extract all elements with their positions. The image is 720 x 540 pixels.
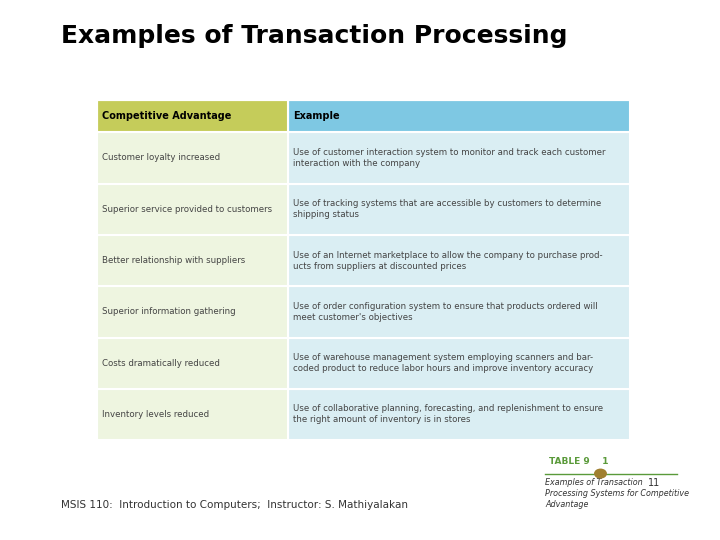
Text: Superior service provided to customers: Superior service provided to customers: [102, 205, 272, 214]
Text: Costs dramatically reduced: Costs dramatically reduced: [102, 359, 220, 368]
Text: Customer loyalty increased: Customer loyalty increased: [102, 153, 220, 163]
Text: TABLE 9    1: TABLE 9 1: [549, 457, 608, 466]
Text: Use of tracking systems that are accessible by customers to determine
shipping s: Use of tracking systems that are accessi…: [293, 199, 601, 219]
Text: Use of order configuration system to ensure that products ordered will
meet cust: Use of order configuration system to ens…: [293, 302, 598, 322]
Text: Use of customer interaction system to monitor and track each customer
interactio: Use of customer interaction system to mo…: [293, 148, 606, 168]
Text: Use of warehouse management system employing scanners and bar-
coded product to : Use of warehouse management system emplo…: [293, 353, 593, 373]
Text: Examples of Transaction
Processing Systems for Competitive
Advantage: Examples of Transaction Processing Syste…: [545, 478, 689, 509]
Text: Better relationship with suppliers: Better relationship with suppliers: [102, 256, 246, 265]
Text: Use of collaborative planning, forecasting, and replenishment to ensure
the righ: Use of collaborative planning, forecasti…: [293, 404, 603, 424]
Text: MSIS 110:  Introduction to Computers;  Instructor: S. Mathiyalakan: MSIS 110: Introduction to Computers; Ins…: [61, 500, 408, 510]
Text: 11: 11: [648, 478, 660, 488]
Text: Inventory levels reduced: Inventory levels reduced: [102, 410, 210, 419]
Text: Examples of Transaction Processing: Examples of Transaction Processing: [61, 24, 567, 48]
Text: Example: Example: [293, 111, 340, 121]
Text: Competitive Advantage: Competitive Advantage: [102, 111, 232, 121]
Text: Use of an Internet marketplace to allow the company to purchase prod-
ucts from : Use of an Internet marketplace to allow …: [293, 251, 603, 271]
Text: Superior information gathering: Superior information gathering: [102, 307, 236, 316]
